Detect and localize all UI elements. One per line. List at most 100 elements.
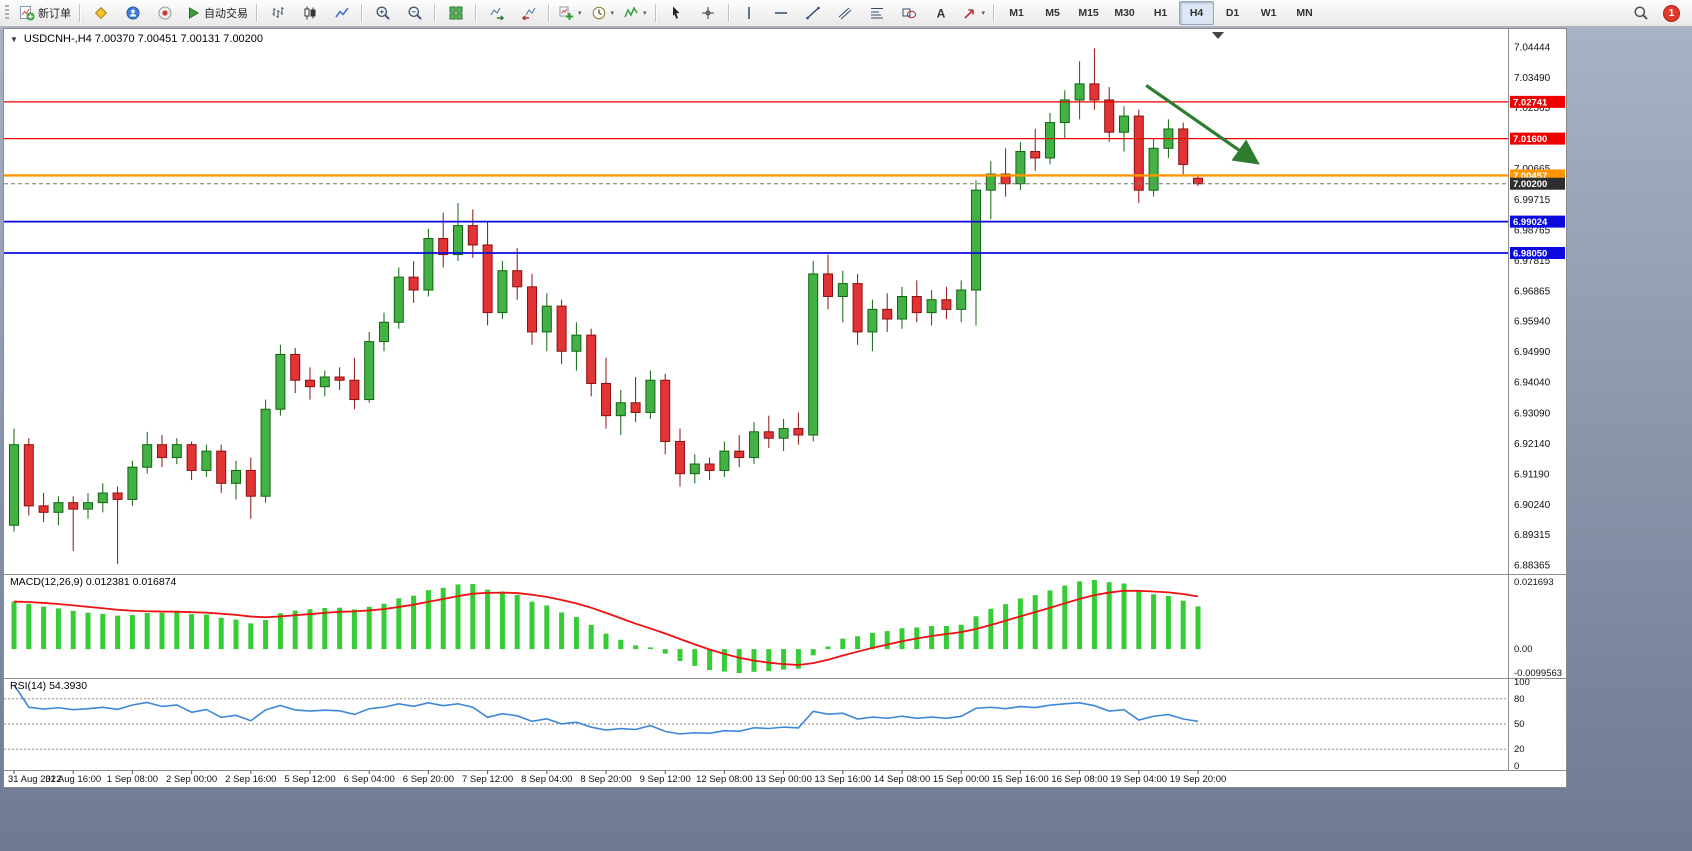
macd-bar xyxy=(618,639,624,650)
arrows-button[interactable]: ▾ xyxy=(958,1,990,25)
toolbar-grip[interactable] xyxy=(5,5,9,21)
community-button[interactable] xyxy=(117,1,148,25)
line-chart-button[interactable] xyxy=(326,1,357,25)
chart-background xyxy=(4,29,1566,787)
horizontal-line-button[interactable] xyxy=(766,1,797,25)
cursor-button[interactable] xyxy=(661,1,692,25)
bars-icon xyxy=(270,5,286,21)
autotrading-button[interactable]: 自动交易 xyxy=(181,1,252,25)
resistance-line-2-badge-text: 7.01600 xyxy=(1513,134,1547,145)
toolbar-separator xyxy=(654,4,657,22)
candle-body xyxy=(112,492,123,500)
candle-body xyxy=(349,379,360,401)
channel-icon xyxy=(837,5,853,21)
candle-body xyxy=(290,353,301,381)
text-button[interactable]: A xyxy=(926,1,957,25)
macd-bar xyxy=(1195,606,1201,650)
new-order-button[interactable]: 新订单 xyxy=(15,1,75,25)
macd-bar xyxy=(174,612,180,650)
timeframe-button-m30[interactable]: M30 xyxy=(1107,1,1142,25)
button-label: D1 xyxy=(1225,7,1240,19)
chart-shift-button[interactable] xyxy=(513,1,544,25)
candle-body xyxy=(142,444,153,468)
button-label: M1 xyxy=(1009,7,1024,19)
macd-bar xyxy=(115,615,121,650)
macd-bar xyxy=(529,601,535,650)
one-click-trading-toggle[interactable]: ▼ xyxy=(10,34,18,44)
candle-body xyxy=(837,283,848,297)
candle-body xyxy=(68,502,79,510)
fibonacci-button[interactable] xyxy=(862,1,893,25)
chart-window[interactable]: ▼ USDCNH-,H4 7.00370 7.00451 7.00131 7.0… xyxy=(3,28,1567,788)
horizontal-line-objects[interactable] xyxy=(4,101,1508,254)
candle-body xyxy=(1074,83,1085,101)
zoom-out-button[interactable] xyxy=(399,1,430,25)
timeframe-button-m1[interactable]: M1 xyxy=(999,1,1034,25)
macd-bar xyxy=(1062,585,1068,650)
new-chart-button[interactable]: ▾ xyxy=(554,1,586,25)
macd-bar xyxy=(544,605,550,650)
candle-body xyxy=(926,299,937,314)
linechart-icon xyxy=(334,5,350,21)
zoom-in-icon xyxy=(375,5,391,21)
macd-bar xyxy=(692,649,698,666)
timeframe-button-w1[interactable]: W1 xyxy=(1251,1,1286,25)
price-axis-tick: 7.02565 xyxy=(1514,103,1551,114)
timeframe-button-d1[interactable]: D1 xyxy=(1215,1,1250,25)
shapes-button[interactable] xyxy=(894,1,925,25)
timeframe-button-h4[interactable]: H4 xyxy=(1179,1,1215,25)
toolbar-right-area: 1 xyxy=(1625,1,1688,25)
candle-body xyxy=(171,444,182,459)
candlestick-chart-button[interactable] xyxy=(294,1,325,25)
macd-bar xyxy=(973,616,979,650)
macd-bar xyxy=(11,601,17,650)
candle-body xyxy=(823,273,833,297)
channel-button[interactable] xyxy=(830,1,861,25)
notification-badge[interactable]: 1 xyxy=(1663,4,1680,22)
timeframe-button-m15[interactable]: M15 xyxy=(1071,1,1106,25)
candle-body xyxy=(231,469,241,484)
candle-body xyxy=(1178,128,1189,165)
timeframe-button-mn[interactable]: MN xyxy=(1287,1,1322,25)
candle-body xyxy=(512,270,523,288)
news-button[interactable] xyxy=(149,1,180,25)
trendline-button[interactable] xyxy=(798,1,829,25)
chartshift-icon xyxy=(521,5,537,21)
bar-chart-button[interactable] xyxy=(262,1,293,25)
macd-bar xyxy=(381,603,387,650)
button-label: M30 xyxy=(1114,7,1135,19)
candle-body xyxy=(453,225,463,256)
timeframe-button-m5[interactable]: M5 xyxy=(1035,1,1070,25)
trend-arrow-annotation[interactable] xyxy=(1145,84,1260,165)
time-axis-label: 6 Sep 04:00 xyxy=(344,774,395,785)
macd-bar xyxy=(647,647,653,650)
candle-body xyxy=(497,270,508,314)
chart-shift-marker[interactable] xyxy=(1212,32,1224,39)
macd-bar xyxy=(633,645,639,650)
candle-body xyxy=(601,382,611,417)
crosshair-button[interactable] xyxy=(693,1,724,25)
chart-canvas[interactable]: 7.044447.034907.025657.006656.997156.987… xyxy=(4,29,1566,787)
circle-blue-icon xyxy=(125,5,141,21)
autoscroll-icon xyxy=(489,5,505,21)
metaeditor-button[interactable] xyxy=(85,1,116,25)
button-label: H1 xyxy=(1153,7,1168,19)
vertical-line-button[interactable] xyxy=(734,1,765,25)
macd-bar xyxy=(396,598,402,650)
candle-body xyxy=(438,237,449,256)
macd-bar xyxy=(1106,582,1112,650)
price-axis-tick: 6.93090 xyxy=(1514,408,1551,419)
timeframe-button-h1[interactable]: H1 xyxy=(1143,1,1178,25)
zoom-in-button[interactable] xyxy=(367,1,398,25)
tile-windows-button[interactable] xyxy=(440,1,471,25)
indicators-button[interactable]: ▾ xyxy=(619,1,651,25)
periods-button[interactable]: ▾ xyxy=(587,1,619,25)
candle-body xyxy=(23,444,34,507)
auto-scroll-button[interactable] xyxy=(481,1,512,25)
price-axis-tick: 6.95940 xyxy=(1514,316,1551,327)
price-axis-tick: 6.98765 xyxy=(1514,225,1551,236)
price-axis-tick: 6.97815 xyxy=(1514,256,1551,267)
search-button[interactable] xyxy=(1625,1,1656,25)
candle-body xyxy=(808,273,819,436)
chart-title: ▼ USDCNH-,H4 7.00370 7.00451 7.00131 7.0… xyxy=(10,33,263,45)
